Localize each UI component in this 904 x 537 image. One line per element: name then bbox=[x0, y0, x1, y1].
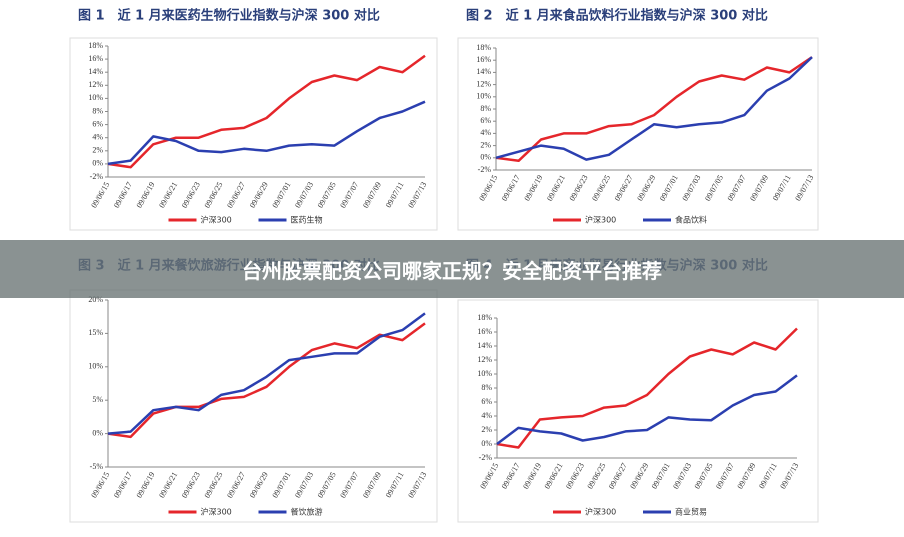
y-tick-label: 2% bbox=[481, 425, 492, 434]
y-tick-label: 0% bbox=[92, 159, 103, 168]
y-tick-label: 4% bbox=[92, 133, 103, 142]
series-line bbox=[107, 322, 426, 439]
y-tick-label: 20% bbox=[88, 295, 103, 304]
y-tick-label: 10% bbox=[88, 362, 103, 371]
y-tick-label: 6% bbox=[92, 119, 103, 128]
banner: 台州股票配资公司哪家正规？安全配资平台推荐 bbox=[0, 240, 904, 298]
series-line bbox=[107, 100, 426, 166]
y-tick-label: 8% bbox=[481, 383, 492, 392]
plot-panel bbox=[457, 299, 819, 523]
y-tick-label: 0% bbox=[481, 439, 492, 448]
legend-label: 沪深300 bbox=[585, 507, 616, 517]
y-tick-label: 16% bbox=[476, 55, 491, 64]
series-line bbox=[107, 312, 426, 435]
series-line bbox=[496, 374, 798, 445]
y-tick-label: 0% bbox=[92, 428, 103, 437]
y-tick-label: 2% bbox=[480, 140, 491, 149]
y-tick-label: 8% bbox=[480, 104, 491, 113]
y-tick-label: -5% bbox=[90, 462, 104, 471]
y-tick-label: 18% bbox=[476, 43, 491, 52]
legend-label: 沪深300 bbox=[201, 215, 232, 225]
y-tick-label: 18% bbox=[88, 41, 103, 50]
y-tick-label: 12% bbox=[88, 80, 103, 89]
y-tick-label: 14% bbox=[88, 67, 103, 76]
legend-label: 沪深300 bbox=[201, 507, 232, 517]
y-tick-label: 10% bbox=[88, 93, 103, 102]
y-tick-label: 12% bbox=[476, 79, 491, 88]
y-tick-label: 0% bbox=[480, 153, 491, 162]
y-tick-label: -2% bbox=[478, 165, 492, 174]
y-tick-label: 18% bbox=[477, 313, 492, 322]
legend-label: 沪深300 bbox=[585, 215, 616, 225]
series-line bbox=[107, 54, 426, 169]
legend-label: 餐饮旅游 bbox=[291, 507, 323, 517]
chart-title: 图 1 近 1 月来医药生物行业指数与沪深 300 对比 bbox=[78, 8, 380, 24]
y-tick-label: 10% bbox=[477, 369, 492, 378]
y-tick-label: -2% bbox=[479, 453, 493, 462]
series-line bbox=[495, 56, 813, 163]
y-tick-label: 14% bbox=[477, 341, 492, 350]
y-tick-label: 2% bbox=[92, 146, 103, 155]
plot-panel bbox=[69, 289, 438, 523]
y-tick-label: -2% bbox=[90, 172, 104, 181]
y-tick-label: 10% bbox=[476, 92, 491, 101]
y-tick-label: 6% bbox=[480, 116, 491, 125]
chart-title: 图 2 近 1 月来食品饮料行业指数与沪深 300 对比 bbox=[466, 8, 768, 24]
y-tick-label: 16% bbox=[477, 327, 492, 336]
y-tick-label: 5% bbox=[92, 395, 103, 404]
y-tick-label: 8% bbox=[92, 106, 103, 115]
y-tick-label: 4% bbox=[480, 128, 491, 137]
y-tick-label: 15% bbox=[88, 328, 103, 337]
y-tick-label: 4% bbox=[481, 411, 492, 420]
series-line bbox=[495, 56, 813, 161]
legend-label: 商业贸易 bbox=[675, 507, 707, 517]
series-line bbox=[496, 327, 798, 449]
y-tick-label: 14% bbox=[476, 67, 491, 76]
y-tick-label: 16% bbox=[88, 54, 103, 63]
legend-label: 医药生物 bbox=[291, 215, 323, 225]
y-tick-label: 6% bbox=[481, 397, 492, 406]
y-tick-label: 12% bbox=[477, 355, 492, 364]
legend-label: 食品饮料 bbox=[675, 215, 707, 225]
